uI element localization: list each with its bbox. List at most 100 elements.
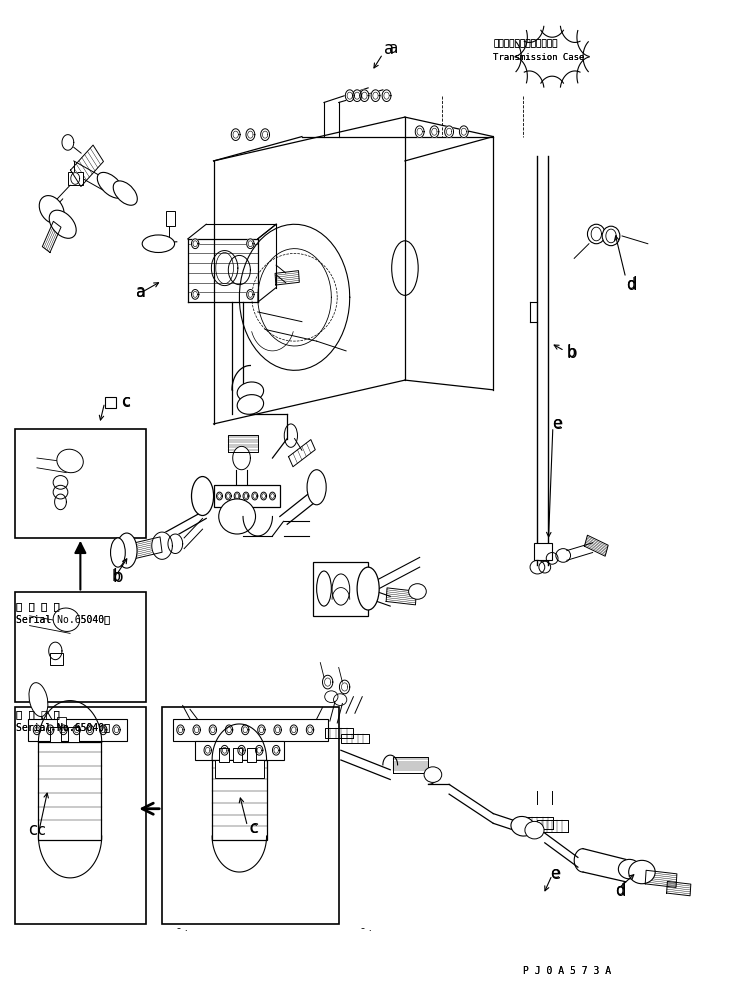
Polygon shape	[242, 725, 249, 735]
Text: d: d	[626, 275, 636, 293]
Polygon shape	[100, 725, 107, 735]
Polygon shape	[274, 725, 282, 735]
Polygon shape	[353, 89, 361, 101]
Text: c: c	[249, 821, 258, 836]
Text: e: e	[552, 414, 562, 433]
Ellipse shape	[57, 449, 83, 473]
Polygon shape	[86, 725, 94, 735]
Polygon shape	[210, 725, 216, 735]
Bar	[50, 727, 62, 743]
Ellipse shape	[116, 533, 137, 569]
Ellipse shape	[53, 608, 80, 631]
Ellipse shape	[50, 210, 76, 239]
Bar	[195, 741, 284, 760]
Bar	[15, 592, 146, 702]
Ellipse shape	[237, 395, 264, 414]
Bar	[57, 717, 65, 727]
Polygon shape	[225, 725, 233, 735]
Polygon shape	[261, 492, 267, 500]
Bar	[173, 719, 327, 741]
Text: Serial No.65040～: Serial No.65040～	[17, 613, 110, 624]
Bar	[212, 760, 267, 840]
Ellipse shape	[424, 766, 442, 782]
Polygon shape	[193, 725, 201, 735]
Text: c: c	[122, 394, 131, 410]
Bar	[38, 743, 101, 840]
Text: a: a	[137, 283, 146, 301]
Polygon shape	[360, 89, 369, 101]
Polygon shape	[221, 746, 228, 755]
Polygon shape	[216, 492, 222, 500]
Text: e: e	[550, 867, 559, 882]
Text: e: e	[552, 416, 561, 431]
Polygon shape	[591, 228, 602, 241]
Text: トランスミッションケース: トランスミッションケース	[493, 40, 558, 49]
Text: - .: - .	[176, 922, 188, 932]
Bar	[28, 719, 128, 741]
Polygon shape	[261, 129, 270, 140]
Ellipse shape	[142, 235, 174, 252]
Polygon shape	[225, 492, 231, 500]
Text: c: c	[249, 819, 258, 837]
Bar	[15, 428, 146, 538]
Polygon shape	[430, 126, 439, 137]
Bar	[313, 563, 368, 616]
Text: e: e	[550, 865, 560, 883]
Text: トランスミッションケース: トランスミッションケース	[493, 40, 558, 49]
Ellipse shape	[192, 476, 213, 516]
Text: d: d	[614, 883, 624, 898]
Polygon shape	[255, 746, 263, 755]
Text: b: b	[567, 344, 578, 362]
Polygon shape	[270, 492, 276, 500]
Text: Serial No.65040～: Serial No.65040～	[17, 722, 110, 732]
Text: b: b	[567, 345, 576, 361]
Polygon shape	[192, 289, 199, 299]
Polygon shape	[62, 134, 74, 150]
Polygon shape	[47, 725, 54, 735]
Bar	[534, 543, 552, 561]
Ellipse shape	[110, 538, 125, 568]
Text: a: a	[384, 40, 394, 58]
Text: b: b	[112, 570, 121, 584]
Polygon shape	[234, 492, 240, 500]
Ellipse shape	[629, 861, 655, 884]
Text: 適 用 号 機: 適 用 号 機	[17, 710, 60, 720]
Polygon shape	[339, 680, 350, 694]
Bar	[15, 708, 146, 923]
Polygon shape	[322, 675, 333, 689]
Text: Serial No.65040～: Serial No.65040～	[17, 722, 110, 732]
Polygon shape	[152, 532, 173, 560]
Text: P J 0 A 5 7 3 A: P J 0 A 5 7 3 A	[523, 966, 611, 976]
Polygon shape	[60, 725, 67, 735]
Polygon shape	[73, 725, 80, 735]
Ellipse shape	[525, 821, 544, 839]
Ellipse shape	[98, 172, 124, 198]
Polygon shape	[238, 746, 246, 755]
Bar	[213, 485, 280, 507]
Text: Transmission Case: Transmission Case	[493, 53, 584, 63]
Polygon shape	[113, 725, 120, 735]
Bar	[68, 172, 83, 185]
Polygon shape	[176, 725, 184, 735]
Polygon shape	[246, 129, 255, 140]
Ellipse shape	[618, 860, 641, 879]
Polygon shape	[231, 129, 240, 140]
Text: a: a	[389, 42, 398, 57]
Polygon shape	[345, 89, 354, 101]
Polygon shape	[247, 239, 254, 248]
Polygon shape	[290, 725, 297, 735]
Polygon shape	[306, 725, 314, 735]
Ellipse shape	[237, 382, 264, 402]
Bar	[215, 760, 264, 777]
Ellipse shape	[587, 225, 605, 244]
Polygon shape	[273, 746, 280, 755]
Polygon shape	[247, 289, 254, 299]
Polygon shape	[33, 725, 41, 735]
Bar	[68, 727, 79, 743]
Text: d: d	[614, 882, 625, 900]
Text: c: c	[122, 393, 131, 411]
Polygon shape	[460, 126, 468, 137]
Polygon shape	[252, 492, 258, 500]
Polygon shape	[371, 89, 380, 101]
Bar	[246, 748, 256, 762]
